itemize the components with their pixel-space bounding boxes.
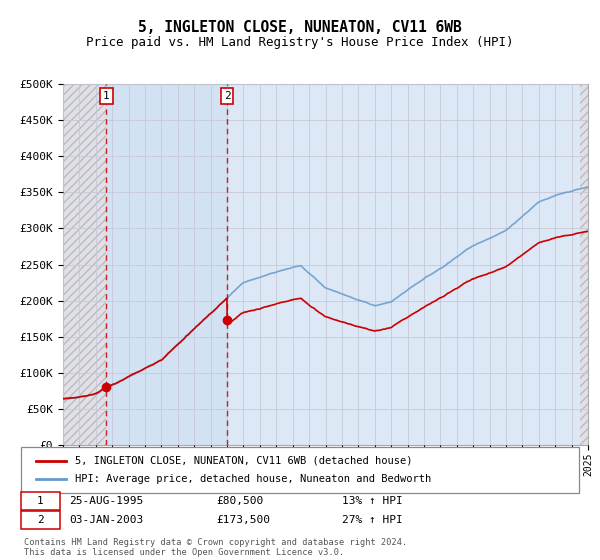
Bar bbox=[63, 84, 106, 445]
Text: 1: 1 bbox=[103, 91, 110, 101]
Text: 5, INGLETON CLOSE, NUNEATON, CV11 6WB: 5, INGLETON CLOSE, NUNEATON, CV11 6WB bbox=[138, 20, 462, 35]
Text: £173,500: £173,500 bbox=[216, 515, 270, 525]
Bar bbox=[106, 84, 227, 445]
Text: 27% ↑ HPI: 27% ↑ HPI bbox=[342, 515, 403, 525]
Text: 5, INGLETON CLOSE, NUNEATON, CV11 6WB (detached house): 5, INGLETON CLOSE, NUNEATON, CV11 6WB (d… bbox=[75, 456, 413, 466]
Text: 13% ↑ HPI: 13% ↑ HPI bbox=[342, 496, 403, 506]
Text: 2: 2 bbox=[224, 91, 230, 101]
Text: HPI: Average price, detached house, Nuneaton and Bedworth: HPI: Average price, detached house, Nune… bbox=[75, 474, 431, 484]
Text: 2: 2 bbox=[37, 515, 44, 525]
Text: 25-AUG-1995: 25-AUG-1995 bbox=[69, 496, 143, 506]
Text: £80,500: £80,500 bbox=[216, 496, 263, 506]
Text: Contains HM Land Registry data © Crown copyright and database right 2024.
This d: Contains HM Land Registry data © Crown c… bbox=[24, 538, 407, 557]
Text: Price paid vs. HM Land Registry's House Price Index (HPI): Price paid vs. HM Land Registry's House … bbox=[86, 36, 514, 49]
Text: 1: 1 bbox=[37, 496, 44, 506]
Bar bbox=[580, 84, 588, 445]
Text: 03-JAN-2003: 03-JAN-2003 bbox=[69, 515, 143, 525]
